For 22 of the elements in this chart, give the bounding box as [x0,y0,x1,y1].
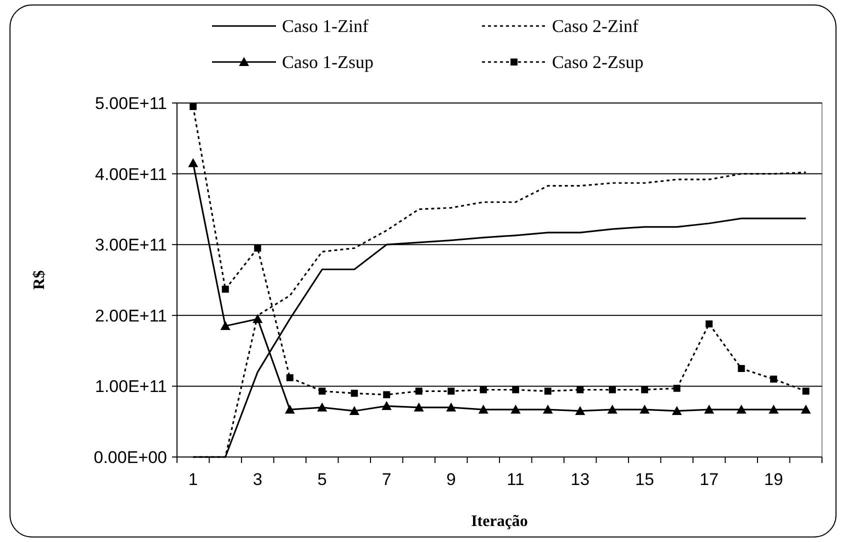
legend-label: Caso 1-Zsup [282,52,374,72]
x-tick-label: 13 [570,470,590,489]
x-tick-label: 5 [317,470,327,489]
x-tick-label: 15 [635,470,654,489]
x-tick-label: 19 [764,470,784,489]
x-tick-label: 17 [700,470,719,489]
legend-label: Caso 2-Zinf [552,16,638,36]
y-axis-title: R$ [31,270,48,290]
x-axis-title: Iteração [471,513,528,530]
x-tick-label: 1 [188,470,198,489]
legend-label: Caso 1-Zinf [282,16,368,36]
x-tick-label: 3 [252,470,262,489]
x-tick-label: 7 [382,470,392,489]
x-tick-label: 11 [506,470,524,489]
y-tick-label: 1.00E+11 [94,377,167,396]
y-tick-label: 0.00E+00 [94,448,167,467]
x-tick-label: 9 [446,470,456,489]
y-tick-label: 2.00E+11 [94,306,167,326]
y-tick-label: 4.00E+11 [94,164,167,184]
y-tick-label: 5.00E+11 [94,94,167,113]
legend-label: Caso 2-Zsup [552,52,644,72]
y-tick-label: 3.00E+11 [94,236,167,255]
